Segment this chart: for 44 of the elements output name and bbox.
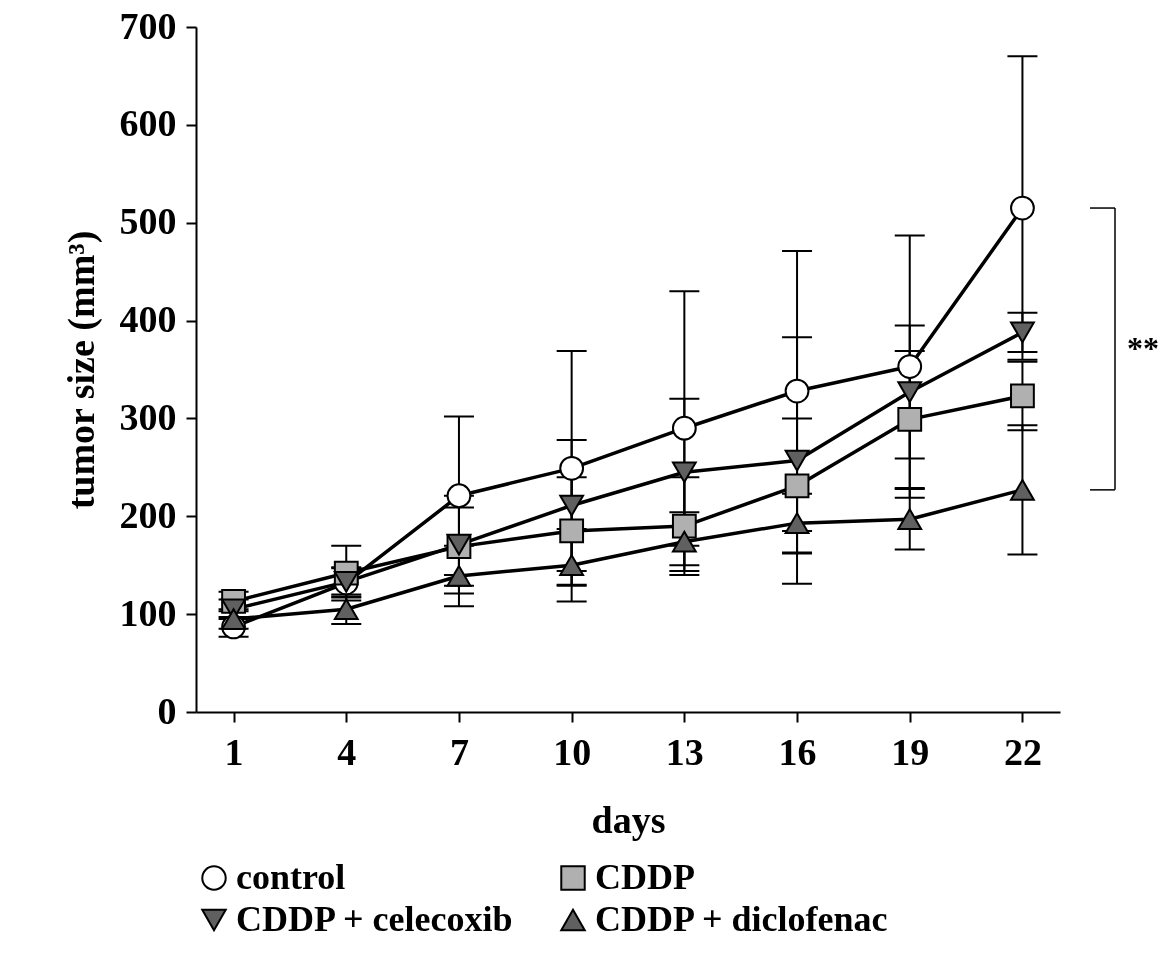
y-tick-label: 200 — [119, 493, 177, 536]
point — [1010, 195, 1035, 221]
text: ** — [1127, 329, 1159, 366]
point — [559, 554, 585, 577]
point — [671, 530, 697, 553]
x-tick-label: 1 — [224, 730, 244, 773]
point — [446, 483, 472, 509]
point — [1010, 478, 1035, 501]
x-tick-label: 10 — [553, 730, 592, 773]
point — [559, 494, 585, 517]
point — [897, 508, 923, 531]
x-tick-label: 16 — [778, 730, 817, 773]
point — [897, 407, 923, 432]
x-tick-label: 7 — [449, 730, 469, 773]
y-tick-label: 100 — [119, 591, 177, 634]
point — [784, 512, 810, 535]
point — [671, 513, 697, 539]
x-tick-label: 4 — [337, 730, 357, 773]
y-axis-title: tumor size (mm³) — [59, 230, 103, 510]
point — [671, 415, 697, 441]
legend-label: control — [236, 857, 346, 897]
point — [559, 455, 585, 481]
x-tick-label: 19 — [891, 730, 930, 773]
point — [446, 565, 472, 587]
point — [1010, 383, 1035, 409]
legend-label: CDDP + celecoxib — [236, 899, 513, 939]
point — [784, 378, 810, 404]
legend-label: CDDP — [595, 857, 695, 897]
point — [897, 381, 923, 403]
point — [671, 461, 697, 484]
legend-label: CDDP + diclofenac — [595, 899, 888, 939]
y-tick-label: 700 — [119, 4, 177, 47]
y-tick-label: 500 — [119, 200, 177, 243]
y-tick-label: 300 — [119, 395, 177, 438]
point — [784, 449, 810, 472]
x-axis-title: days — [591, 798, 666, 841]
y-tick-label: 600 — [119, 102, 177, 145]
y-tick-label: 400 — [119, 298, 177, 341]
point — [784, 473, 810, 499]
x-tick-label: 22 — [1003, 730, 1042, 773]
point — [559, 518, 585, 544]
y-tick-label: 0 — [157, 689, 177, 732]
x-tick-label: 13 — [665, 730, 704, 773]
point — [897, 354, 923, 379]
